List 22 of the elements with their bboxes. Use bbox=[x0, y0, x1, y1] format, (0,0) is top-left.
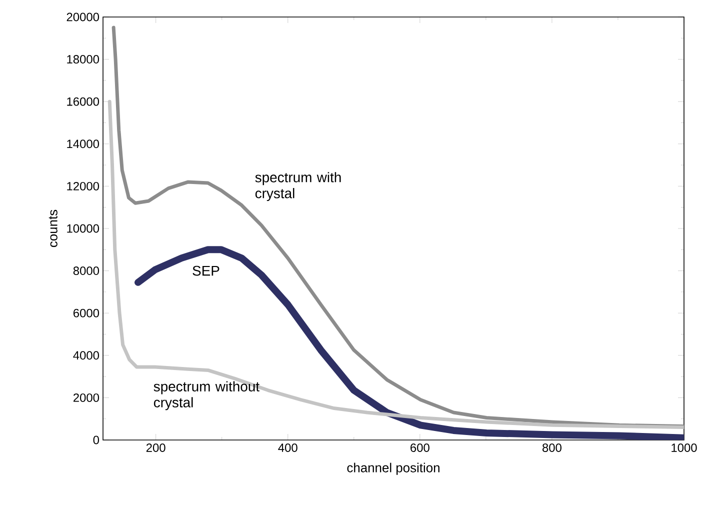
x-tick-label: 200 bbox=[146, 444, 166, 452]
x-tick-label: 1000 bbox=[672, 444, 697, 452]
y-axis-title: counts bbox=[48, 210, 58, 248]
y-tick-label: 20000 bbox=[66, 12, 100, 22]
y-tick-label: 10000 bbox=[67, 224, 100, 233]
series-label: spectrum without crystal bbox=[154, 381, 260, 410]
x-tick-label: 800 bbox=[542, 444, 562, 452]
y-tick-label: 12000 bbox=[67, 182, 100, 190]
y-tick-label: 6000 bbox=[74, 308, 100, 318]
series-label: spectrum with crystal bbox=[255, 172, 341, 202]
x-tick-label: 600 bbox=[410, 444, 430, 452]
x-tick-label: 400 bbox=[278, 444, 298, 452]
y-tick-label: 18000 bbox=[67, 55, 100, 64]
y-tick-label: 0 bbox=[93, 436, 100, 444]
y-tick-label: 2000 bbox=[73, 393, 100, 402]
series-label: SEP bbox=[192, 266, 220, 276]
y-tick-label: 4000 bbox=[73, 351, 100, 360]
line-series bbox=[108, 100, 684, 430]
x-axis-title: channel position bbox=[347, 462, 440, 475]
y-tick-label: 14000 bbox=[67, 140, 100, 148]
y-tick-label: 8000 bbox=[73, 266, 100, 276]
y-tick-label: 16000 bbox=[67, 97, 100, 106]
